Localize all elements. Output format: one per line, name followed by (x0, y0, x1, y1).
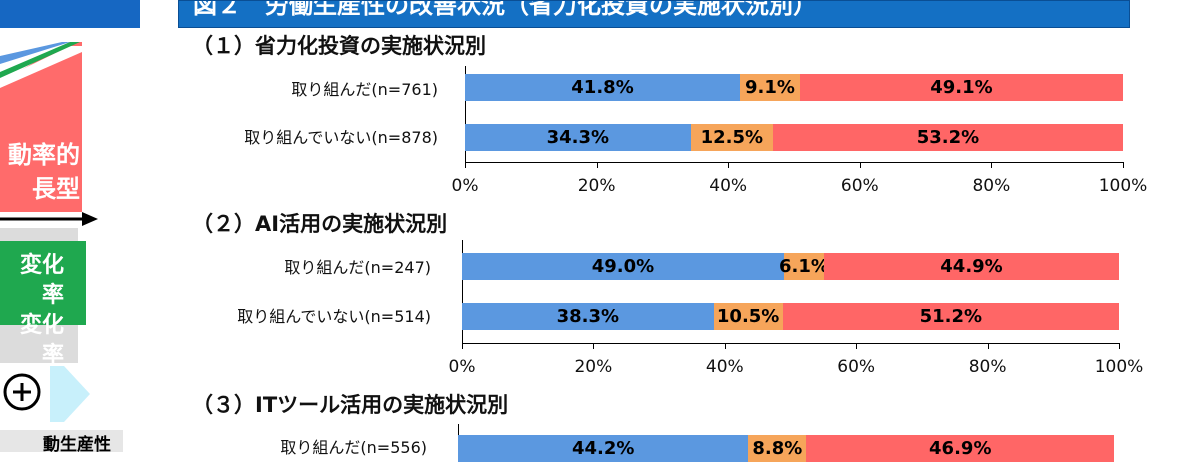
chart2-x-tick-label: 80% (968, 357, 1007, 377)
chart1-x-tick (728, 162, 730, 168)
chart3-row1-data-label-s3: 46.9% (929, 438, 992, 459)
chart3-row1-label: 取り組んだ(n=556) (280, 438, 427, 457)
chart1-x-tick (465, 162, 466, 168)
section-3-title: （３）ITツール活用の実施状況別 (192, 393, 509, 417)
chart1-row1-data-label-s2: 9.1% (745, 77, 795, 98)
red-panel-text: 動率的 長型 (0, 138, 80, 206)
chart1-y-axis-line (465, 66, 466, 162)
chart1-row1-bar-s1: 41.8% (465, 74, 741, 101)
red-panel-line2: 長型 (32, 175, 80, 203)
chart3-row1-data-label-s1: 44.2% (571, 438, 635, 459)
chart2-row1-bar-s3: 44.9% (824, 253, 1119, 280)
green-line2: 変化率 (19, 313, 64, 368)
chart2-y-axis-line (462, 240, 463, 343)
chart2-row1-label: 取り組んだ(n=247) (284, 258, 431, 277)
chart1-row2-bar-s1: 34.3% (465, 124, 691, 151)
cyan-arrow-icon (50, 366, 90, 422)
red-growth-arrow-shape (0, 42, 82, 212)
chart2-row2-data-label-s2: 10.5% (716, 306, 780, 327)
chart2-x-tick-label: 20% (574, 357, 613, 377)
chart1-row1-bar-s2: 9.1% (740, 74, 800, 101)
chart2-row2-bar-s2: 10.5% (713, 303, 783, 330)
green-line1: 変化率 (19, 253, 64, 308)
chart3-row1-bar-s3: 46.9% (806, 435, 1115, 462)
chart1-x-tick (991, 162, 993, 168)
chart3-row1-data-label-s2: 8.8% (752, 438, 803, 459)
section-1-title: （１）省力化投資の実施状況別 (192, 34, 486, 58)
chart1-row1-bar-s3: 49.1% (799, 74, 1123, 101)
chart1-x-tick-label: 20% (577, 176, 616, 196)
chart2-x-tick (462, 343, 463, 349)
chart2-x-tick-label: 60% (837, 357, 876, 377)
chart1-row1-label: 取り組んだ(n=761) (291, 80, 438, 99)
chart2-x-tick (593, 343, 595, 349)
chart2-row2-data-label-s3: 51.2% (919, 306, 983, 327)
chart1-row1-data-label-s3: 49.1% (930, 77, 993, 98)
chart1-x-tick-label: 40% (709, 176, 748, 196)
chart1-row2-data-label-s1: 34.3% (546, 127, 610, 148)
red-panel-line1: 動率的 (8, 141, 80, 169)
chart3-row1-bar-s2: 8.8% (748, 435, 807, 462)
chart1-row2-data-label-s2: 12.5% (700, 127, 764, 148)
plus-circle-icon (3, 373, 41, 411)
chart2-x-tick (987, 343, 989, 349)
chart2-row1-data-label-s3: 44.9% (940, 256, 1003, 277)
chart2-row2-data-label-s1: 38.3% (556, 306, 620, 327)
left-header-block (0, 0, 140, 28)
left-bottom-label: 動生産性 (0, 430, 123, 452)
chart2-x-tick (856, 343, 858, 349)
chart2-x-tick-label: 100% (1094, 357, 1144, 377)
chart1-x-tick (596, 162, 598, 168)
right-arrow-icon (0, 212, 98, 226)
chart1-row2-data-label-s3: 53.2% (916, 127, 980, 148)
chart1-x-axis-line (465, 162, 1123, 163)
chart2-x-axis-line (462, 343, 1119, 344)
section-2-title: （２）AI活用の実施状況別 (192, 212, 448, 236)
chart3-row1-bar-s1: 44.2% (458, 435, 749, 462)
chart2-x-tick-label: 40% (705, 357, 744, 377)
chart1-x-tick-label: 100% (1098, 176, 1148, 196)
chart2-x-tick-label: 0% (448, 357, 476, 377)
chart1-row1-data-label-s1: 41.8% (571, 77, 634, 98)
chart1-row2-bar-s3: 53.2% (772, 124, 1123, 151)
chart1-row2-bar-s2: 12.5% (690, 124, 773, 151)
chart2-x-tick (724, 343, 726, 349)
chart2-row2-bar-s3: 51.2% (782, 303, 1119, 330)
chart2-row1-data-label-s1: 49.0% (591, 256, 655, 277)
chart1-x-tick (1123, 162, 1124, 168)
chart1-x-tick (859, 162, 861, 168)
chart1-x-tick-label: 80% (972, 176, 1011, 196)
green-rate-box: 変化率 変化率 (0, 241, 86, 368)
chart1-x-tick-label: 60% (840, 176, 879, 196)
chart2-row1-bar-s1: 49.0% (462, 253, 784, 280)
chart2-x-tick (1119, 343, 1120, 349)
chart2-row1-bar-s2: 6.1% (779, 253, 829, 280)
figure-title-banner: 図２ 労働生産性の改善状況（省力化投資の実施状況別） (178, 0, 1130, 28)
chart2-row2-label: 取り組んでいない(n=514) (237, 307, 431, 326)
chart1-row2-label: 取り組んでいない(n=878) (244, 128, 438, 147)
chart2-row2-bar-s1: 38.3% (462, 303, 714, 330)
chart1-x-tick-label: 0% (451, 176, 479, 196)
chart2-row1-data-label-s2: 6.1% (779, 256, 829, 277)
